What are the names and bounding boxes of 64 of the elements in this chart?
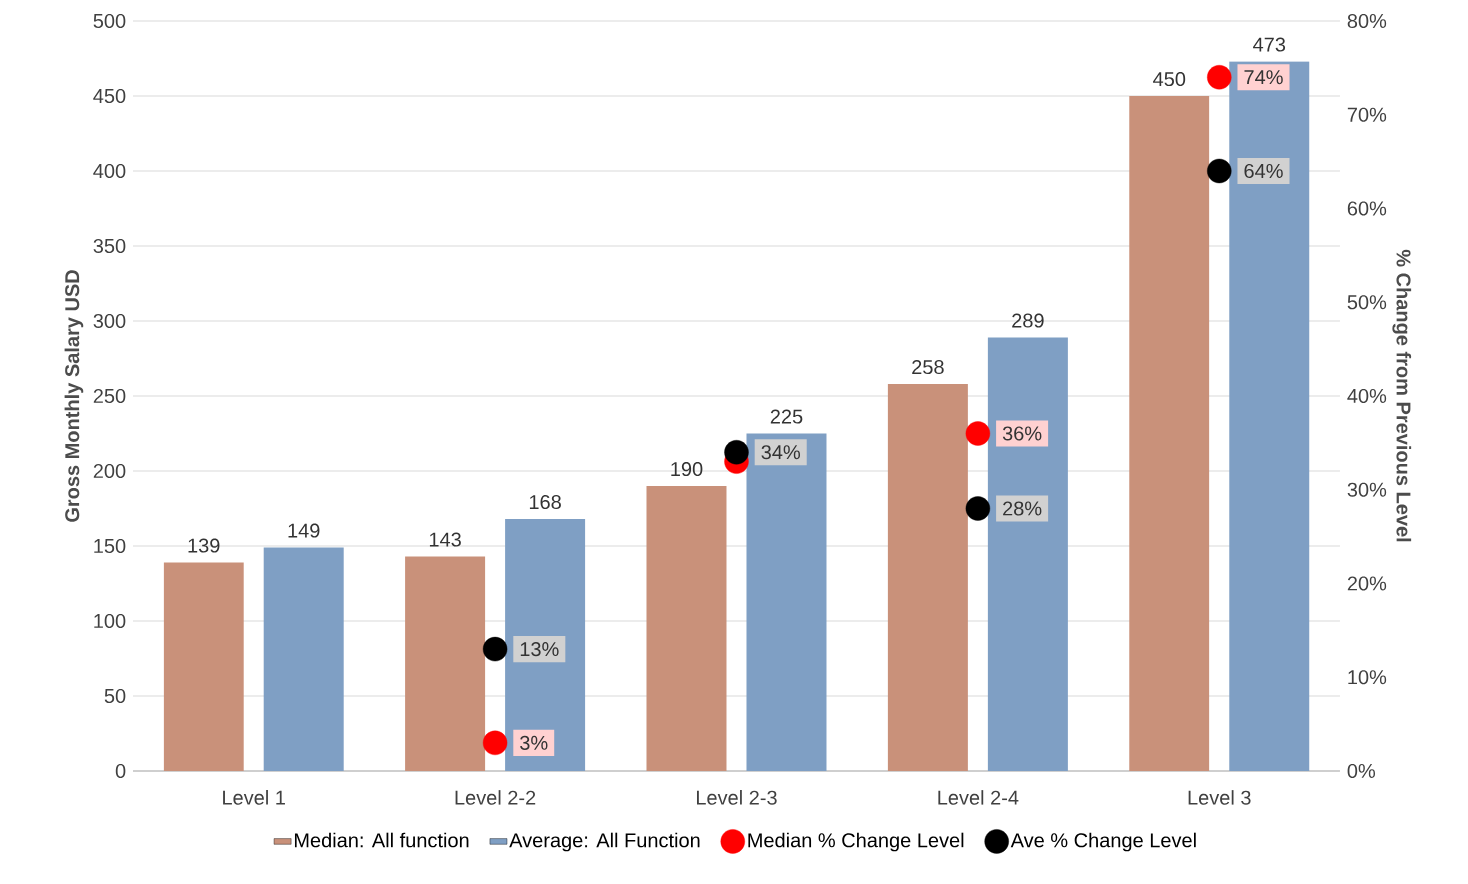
data-label: 190 bbox=[671, 461, 703, 477]
data-label: 64% bbox=[1244, 163, 1283, 179]
legend-label: Average: All Function bbox=[509, 832, 700, 852]
bar bbox=[1129, 95, 1210, 771]
y-tick-label: 500 bbox=[93, 13, 126, 29]
y-tick-label: 200 bbox=[93, 463, 126, 479]
y2-tick-label: 0% bbox=[1347, 763, 1376, 779]
data-label: 13% bbox=[520, 642, 559, 657]
x-tick-label: Level 2-3 bbox=[697, 790, 777, 805]
data-label: 28% bbox=[1003, 501, 1042, 516]
bar bbox=[646, 485, 727, 771]
y-tick-label: 300 bbox=[93, 313, 126, 329]
y2-tick-label: 30% bbox=[1347, 482, 1387, 497]
legend-label: Median % Change Level bbox=[748, 832, 964, 852]
y-axis-title: Gross Monthly Salary USD bbox=[64, 270, 84, 522]
point bbox=[965, 421, 991, 446]
bar bbox=[746, 433, 827, 771]
data-label: 143 bbox=[429, 532, 461, 547]
data-label: 3% bbox=[520, 735, 548, 750]
data-label: 139 bbox=[188, 538, 220, 553]
y-tick-label: 100 bbox=[94, 613, 126, 629]
x-tick-label: Level 2-2 bbox=[455, 790, 536, 805]
point bbox=[482, 730, 508, 756]
y2-tick-label: 50% bbox=[1347, 295, 1387, 310]
bar bbox=[163, 562, 244, 771]
bar bbox=[987, 337, 1068, 771]
legend-label: Median: All function bbox=[294, 832, 469, 848]
point bbox=[482, 636, 508, 662]
bar bbox=[405, 556, 486, 771]
y2-tick-label: 70% bbox=[1347, 107, 1387, 122]
y-tick-label: 50 bbox=[104, 688, 126, 704]
data-label: 74% bbox=[1244, 70, 1283, 85]
y2-tick-label: 60% bbox=[1347, 201, 1387, 216]
x-tick-label: Level 2-4 bbox=[938, 790, 1019, 805]
y-tick-label: 450 bbox=[93, 88, 126, 104]
bar bbox=[1229, 61, 1310, 771]
point bbox=[724, 440, 749, 465]
data-label: 450 bbox=[1153, 71, 1186, 87]
y-tick-label: 350 bbox=[93, 238, 126, 254]
y2-axis-title: % Change from Previous Level bbox=[1392, 249, 1412, 542]
y2-tick-label: 40% bbox=[1347, 388, 1387, 404]
data-label: 149 bbox=[288, 523, 320, 538]
y-tick-label: 150 bbox=[94, 538, 126, 554]
bar bbox=[887, 383, 968, 771]
legend-label: Ave % Change Level bbox=[1010, 832, 1196, 852]
bar bbox=[263, 547, 344, 771]
point bbox=[1207, 158, 1232, 184]
y2-tick-label: 10% bbox=[1348, 670, 1387, 685]
data-label: 168 bbox=[529, 494, 561, 510]
data-label: 34% bbox=[761, 445, 800, 460]
data-label: 36% bbox=[1002, 426, 1042, 441]
data-label: 289 bbox=[1012, 313, 1044, 328]
data-label: 258 bbox=[912, 359, 944, 375]
x-tick-label: Level 3 bbox=[1188, 790, 1251, 805]
y-tick-label: 250 bbox=[93, 388, 126, 404]
data-label: 225 bbox=[770, 409, 803, 424]
y2-tick-label: 80% bbox=[1347, 13, 1387, 29]
data-label: 473 bbox=[1253, 37, 1286, 52]
y-tick-label: 0 bbox=[115, 763, 126, 779]
point bbox=[1207, 65, 1232, 90]
point bbox=[965, 496, 991, 521]
y-tick-label: 400 bbox=[93, 163, 126, 179]
y2-tick-label: 20% bbox=[1347, 576, 1387, 591]
x-tick-label: Level 1 bbox=[223, 790, 285, 805]
